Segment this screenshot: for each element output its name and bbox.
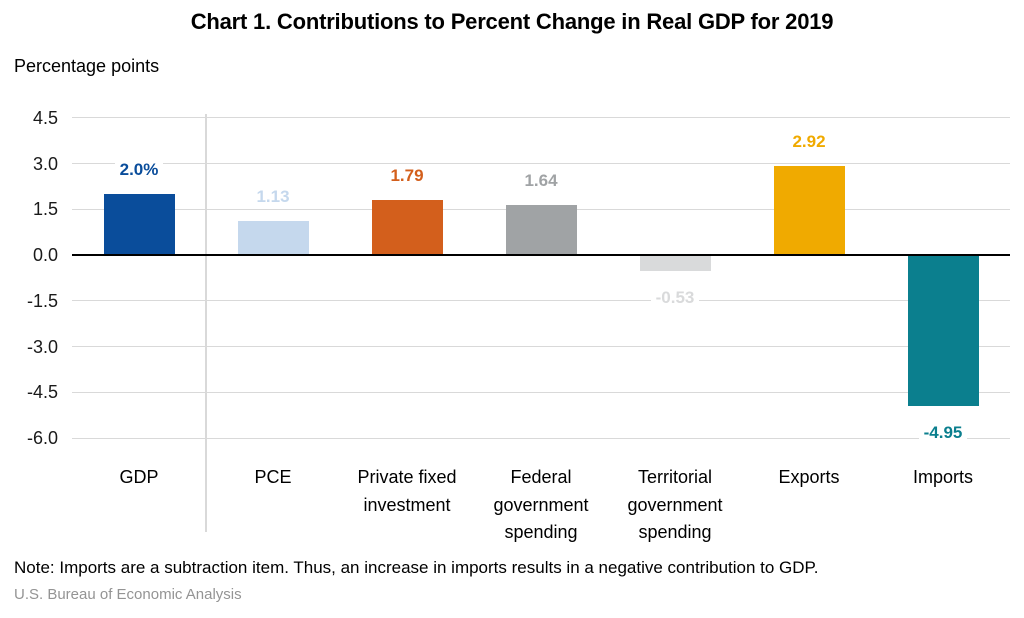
bar-value-label: -0.53 bbox=[615, 288, 735, 308]
bar-value-label: 2.0% bbox=[79, 160, 199, 180]
bar-value-label: 1.64 bbox=[481, 170, 601, 191]
bar-value-text: 2.0% bbox=[114, 160, 164, 179]
gridline bbox=[72, 391, 1010, 393]
category-label: GDP bbox=[119, 467, 159, 487]
bar-value-label: -4.95 bbox=[883, 422, 1003, 443]
bar-value-text: -4.95 bbox=[918, 422, 968, 442]
bar-pce bbox=[237, 220, 309, 255]
chart-note: Note: Imports are a subtraction item. Th… bbox=[14, 558, 819, 577]
y-tick-label: 4.5 bbox=[32, 107, 58, 128]
bar-territorial-government-spending bbox=[639, 255, 711, 272]
chart-title: Chart 1. Contributions to Percent Change… bbox=[190, 9, 834, 34]
y-tick-label: -4.5 bbox=[26, 382, 58, 403]
y-tick-label: -6.0 bbox=[26, 428, 58, 448]
bar-value-text: 1.64 bbox=[519, 170, 563, 190]
category-label: Exports bbox=[778, 467, 840, 487]
y-tick-label: 1.5 bbox=[32, 199, 58, 220]
bar-value-text: 1.79 bbox=[385, 166, 429, 186]
bar-value-text: 2.92 bbox=[787, 131, 831, 151]
bar-value-label: 2.92 bbox=[749, 131, 869, 152]
category-label: Imports bbox=[912, 467, 973, 487]
bar-value-text: -0.53 bbox=[650, 288, 700, 308]
category-label: Territorial government spending bbox=[627, 467, 723, 542]
bar-gdp bbox=[103, 194, 175, 255]
zero-axis-line bbox=[72, 254, 1010, 256]
bar-private-fixed-investment bbox=[371, 200, 443, 255]
bar-imports bbox=[907, 255, 979, 406]
bar-value-label: 1.79 bbox=[347, 166, 467, 186]
gridline bbox=[72, 163, 1010, 164]
gridline bbox=[72, 117, 1010, 119]
category-label: PCE bbox=[254, 467, 292, 487]
y-tick-label: -3.0 bbox=[26, 336, 58, 357]
category-label: Federal government spending bbox=[493, 467, 589, 542]
chart-source: U.S. Bureau of Economic Analysis bbox=[14, 586, 242, 603]
bar-exports bbox=[773, 165, 845, 255]
gridline bbox=[72, 300, 1010, 302]
y-tick-label: -1.5 bbox=[26, 290, 58, 311]
gdp-separator-line bbox=[205, 114, 207, 532]
bar-federal-government-spending bbox=[505, 204, 577, 255]
y-tick-label: 3.0 bbox=[32, 153, 58, 174]
gridline bbox=[72, 346, 1010, 347]
y-axis-title: Percentage points bbox=[14, 56, 160, 76]
category-label: Private fixed investment bbox=[357, 467, 457, 515]
y-tick-label: 0.0 bbox=[32, 245, 58, 265]
bar-value-text: 1.13 bbox=[251, 186, 295, 206]
gridline bbox=[72, 437, 1010, 439]
bar-value-label: 1.13 bbox=[213, 186, 333, 207]
